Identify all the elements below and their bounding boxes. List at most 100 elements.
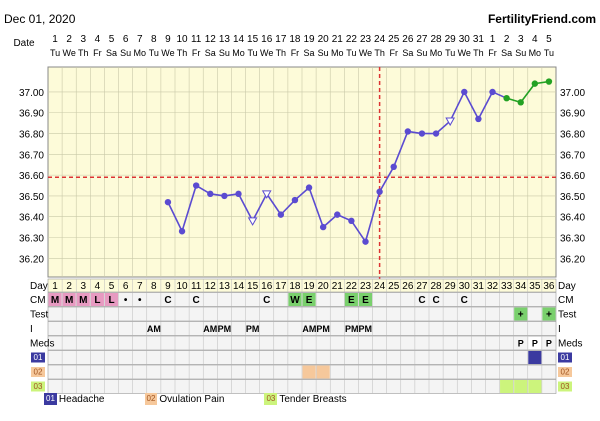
temperature-point (362, 238, 369, 245)
temperature-line-segment (350, 220, 367, 243)
cycle-day-label: 16 (261, 281, 273, 292)
date-label: 15 (247, 34, 259, 45)
weekday-label: Th (78, 48, 89, 58)
date-label: 5 (109, 34, 115, 45)
date-label: 5 (546, 34, 552, 45)
meds-value: P (518, 339, 524, 349)
temperature-point (291, 196, 299, 204)
cycle-day-label: 28 (430, 281, 442, 292)
test-cell-fill (542, 307, 556, 321)
weekday-label: Mo (529, 48, 542, 58)
temperature-line-segment (266, 193, 282, 216)
cycle-day-label: 32 (487, 281, 499, 292)
cycle-day-label: 27 (416, 281, 428, 292)
cycle-day-label: 35 (529, 281, 541, 292)
date-label: 8 (151, 34, 157, 45)
weekday-label: Th (276, 48, 287, 58)
date-label: 25 (388, 34, 400, 45)
cycle-day-label: 34 (515, 281, 527, 292)
temperature-point (432, 130, 440, 137)
temperature-line-segment (520, 83, 536, 103)
y-tick-label-left: 36.90 (19, 109, 44, 120)
cm-cell-fill (358, 293, 373, 306)
temperature-point (178, 228, 186, 235)
weekday-label: Sa (304, 48, 315, 58)
temperature-point (503, 94, 510, 102)
legend-item: 03 Tender Breasts (264, 393, 347, 405)
cycle-day-label: 9 (165, 281, 171, 292)
temperature-point (235, 190, 242, 198)
med-row-badge-label-left: 01 (34, 353, 43, 362)
cm-value: M (65, 295, 73, 306)
temperature-point (461, 88, 468, 96)
brand-name[interactable]: FertilityFriend.com (487, 12, 596, 26)
cm-value: E (348, 295, 355, 306)
intercourse-value: PM (246, 324, 260, 334)
cycle-day-label: 10 (176, 281, 188, 292)
symptom-cell-fill (316, 365, 330, 379)
weekday-label: Su (318, 48, 329, 58)
cycle-day-label: 33 (501, 281, 513, 292)
weekday-label: Th (177, 48, 188, 58)
test-value: + (546, 310, 552, 321)
cm-value: E (306, 295, 313, 306)
symptom-legend: 01 Headache 02 Ovulation Pain 03 Tender Breas… (44, 393, 387, 407)
weekday-label: We (260, 48, 273, 58)
weekday-label: Th (374, 48, 385, 58)
cycle-day-label: 30 (459, 281, 471, 292)
y-tick-label-right: 36.50 (560, 192, 585, 203)
row-label-right-day: Day (558, 281, 576, 292)
y-tick-label-left: 36.50 (19, 192, 44, 203)
y-tick-label-left: 36.20 (19, 254, 44, 265)
temperature-line-segment (308, 187, 324, 228)
weekday-label: Su (219, 48, 230, 58)
cm-cell-fill (288, 293, 302, 306)
temperature-point (517, 99, 524, 106)
temperature-line-segment (237, 193, 254, 222)
med-row-badge-right (558, 367, 572, 377)
cycle-day-label: 7 (137, 281, 143, 292)
cycle-day-label: 11 (191, 281, 202, 292)
legend-swatch: 01 (44, 393, 57, 405)
intercourse-value: AM (203, 324, 217, 334)
symptom-cell-fill (302, 365, 316, 379)
date-label: 1 (490, 34, 496, 45)
cycle-day-label: 24 (374, 281, 386, 292)
date-label: 7 (137, 34, 143, 45)
cycle-day-label: 12 (205, 281, 217, 292)
intercourse-value: AM (147, 324, 161, 334)
cycle-day-label: 1 (52, 281, 58, 292)
date-label: 4 (532, 34, 538, 45)
temperature-line-segment (280, 199, 296, 216)
temperature-line-segment (392, 131, 409, 168)
legend-label: Ovulation Pain (159, 393, 225, 405)
symptom-cell-fill (528, 351, 542, 364)
weekday-label: Mo (232, 48, 245, 58)
y-tick-label-right: 36.30 (560, 233, 585, 244)
weekday-label: Tu (346, 48, 356, 58)
date-label: 3 (80, 34, 86, 45)
row-label-cm: CM (30, 295, 46, 306)
date-label: 30 (459, 34, 471, 45)
temperature-point (475, 115, 482, 123)
cm-value: W (290, 295, 300, 306)
temperature-point (545, 78, 553, 85)
y-tick-label-left: 36.70 (19, 150, 44, 161)
date-label: 27 (416, 34, 428, 45)
temperature-point (334, 211, 341, 218)
temperature-point (489, 88, 496, 96)
temperature-point (192, 182, 200, 189)
intercourse-value: PM (218, 324, 232, 334)
cm-value: C (461, 295, 468, 306)
date-label: 16 (261, 34, 273, 45)
legend-label: Tender Breasts (279, 393, 347, 405)
cycle-day-label: 23 (360, 281, 372, 292)
date-label: 12 (205, 34, 217, 45)
med-row-badge-label-left: 03 (34, 382, 43, 391)
date-label: 17 (275, 34, 287, 45)
date-label: 6 (123, 34, 129, 45)
y-tick-label-right: 36.70 (560, 150, 585, 161)
temperature-line-segment (378, 166, 395, 193)
